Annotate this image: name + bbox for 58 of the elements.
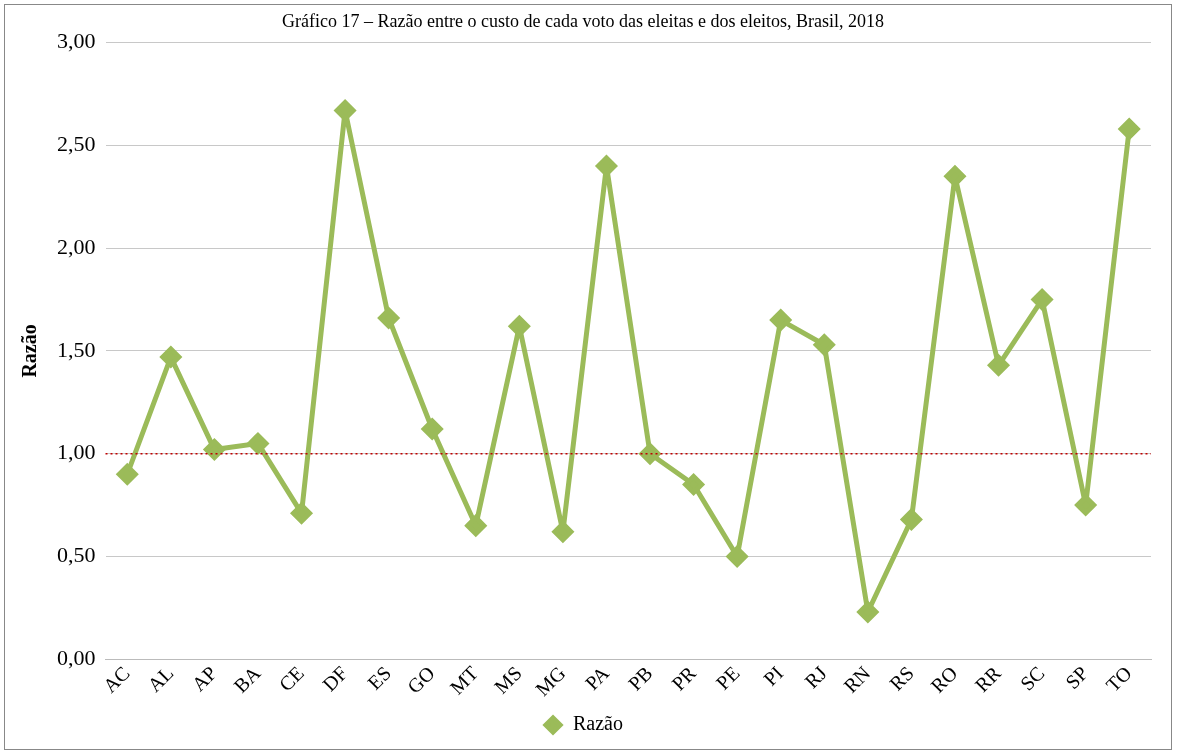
y-tick-label: 2,50 (57, 131, 96, 157)
point (900, 508, 922, 530)
point (726, 545, 748, 567)
x-tick-label: CE (274, 661, 309, 696)
point (508, 315, 530, 337)
x-tick-label: RR (970, 661, 1006, 697)
x-tick-label: BA (229, 661, 265, 697)
x-tick-label: MT (445, 661, 483, 699)
x-tick-label: RJ (800, 661, 831, 693)
x-tick-label: RN (839, 661, 875, 697)
point (857, 601, 879, 623)
point (378, 307, 400, 329)
point (552, 521, 574, 543)
x-tick-label: PB (623, 661, 657, 695)
y-tick-label: 3,00 (57, 28, 96, 54)
point (1031, 289, 1053, 311)
x-tick-label: AC (98, 661, 134, 697)
x-tick-label: SP (1060, 661, 1093, 693)
y-tick-label: 1,50 (57, 336, 96, 362)
point (639, 443, 661, 465)
point (770, 309, 792, 331)
x-tick-label: ES (363, 661, 396, 694)
x-tick-label: RS (885, 661, 918, 695)
x-tick-label: TO (1101, 661, 1136, 696)
x-tick-label: MS (489, 661, 526, 698)
point (988, 354, 1010, 376)
point (683, 474, 705, 496)
chart-title: Gráfico 17 – Razão entre o custo de cada voto das eleitas e dos eleitos, Brasil, 2018 (282, 10, 884, 31)
x-tick-label: RO (926, 661, 962, 697)
point (595, 155, 617, 177)
x-tick-label: AL (142, 661, 178, 697)
y-tick-label: 0,00 (57, 645, 96, 671)
x-tick-label: DF (317, 661, 352, 696)
point (813, 334, 835, 356)
point (334, 99, 356, 121)
y-tick-label: 2,00 (57, 233, 96, 259)
x-tick-label: PA (580, 661, 614, 695)
point (247, 432, 269, 454)
point (203, 439, 225, 461)
y-tick-label: 1,00 (57, 439, 96, 465)
x-tick-label: PE (711, 661, 744, 694)
x-tick-label: GO (402, 661, 439, 698)
x-tick-label: AP (187, 661, 221, 696)
x-tick-label: PI (759, 661, 788, 690)
point (1075, 494, 1097, 516)
y-axis-title: Razão (18, 324, 41, 378)
y-tick-label: 0,50 (57, 542, 96, 568)
x-tick-label: SC (1015, 661, 1049, 695)
point (465, 515, 487, 537)
x-tick-label: PR (667, 661, 701, 695)
point (160, 346, 182, 368)
point (944, 165, 966, 187)
legend-label: Razão (573, 712, 623, 735)
point (116, 463, 138, 485)
point (291, 502, 313, 524)
point (421, 418, 443, 440)
x-tick-label: MG (531, 661, 570, 701)
point (1118, 118, 1140, 140)
